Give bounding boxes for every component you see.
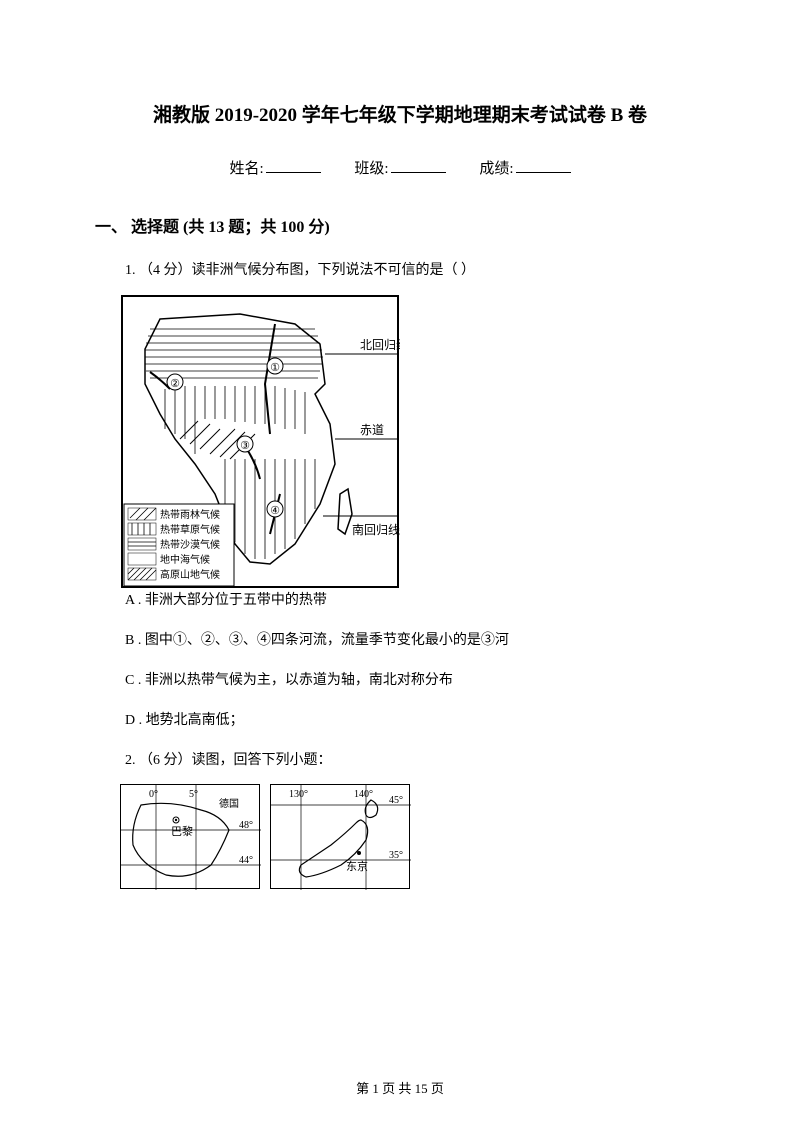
question-1: 1. （4 分）读非洲气候分布图，下列说法不可信的是（ ） [95, 259, 705, 889]
france-map: 0° 5° 48° 44° 巴黎 德国 [120, 784, 260, 889]
svg-text:③: ③ [240, 440, 250, 452]
svg-text:④: ④ [270, 505, 280, 517]
exam-title: 湘教版 2019-2020 学年七年级下学期地理期末考试试卷 B 卷 [95, 100, 705, 127]
svg-text:140°: 140° [354, 789, 373, 800]
svg-text:②: ② [170, 378, 180, 390]
svg-text:35°: 35° [389, 850, 403, 861]
class-label: 班级: [354, 161, 388, 177]
svg-text:德国: 德国 [219, 797, 239, 810]
svg-text:赤道: 赤道 [360, 423, 384, 437]
svg-text:热带沙漠气候: 热带沙漠气候 [160, 538, 220, 551]
page-footer: 第 1 页 共 15 页 [0, 1078, 800, 1097]
svg-text:北回归线: 北回归线 [360, 338, 400, 352]
q1-option-c: C . 非洲以热带气候为主，以赤道为轴，南北对称分布 [125, 669, 705, 689]
score-blank [516, 172, 571, 173]
section-header: 一、 选择题 (共 13 题；共 100 分) [95, 213, 705, 237]
svg-text:45°: 45° [389, 795, 403, 806]
score-label: 成绩: [479, 161, 513, 177]
name-label: 姓名: [229, 161, 263, 177]
japan-map: 130° 140° 45° 35° 东京 [270, 784, 410, 889]
student-info-line: 姓名: 班级: 成绩: [95, 157, 705, 178]
svg-text:高原山地气候: 高原山地气候 [160, 568, 220, 581]
svg-text:①: ① [270, 362, 280, 374]
name-blank [266, 172, 321, 173]
svg-text:热带雨林气候: 热带雨林气候 [160, 508, 220, 521]
svg-text:0°: 0° [149, 789, 158, 800]
svg-text:地中海气候: 地中海气候 [160, 553, 210, 566]
class-blank [391, 172, 446, 173]
small-maps-container: 0° 5° 48° 44° 巴黎 德国 130° 140° 45° 35° [120, 784, 705, 889]
svg-text:东京: 东京 [346, 859, 368, 873]
svg-text:热带草原气候: 热带草原气候 [160, 523, 220, 536]
q1-option-a: A . 非洲大部分位于五带中的热带 [125, 589, 705, 609]
svg-text:44°: 44° [239, 855, 253, 866]
q2-text: 2. （6 分）读图，回答下列小题： [125, 749, 705, 769]
svg-text:48°: 48° [239, 820, 253, 831]
q1-option-b: B . 图中①、②、③、④四条河流，流量季节变化最小的是③河 [125, 629, 705, 649]
q1-text: 1. （4 分）读非洲气候分布图，下列说法不可信的是（ ） [125, 259, 705, 279]
q1-option-d: D . 地势北高南低； [125, 709, 705, 729]
svg-text:巴黎: 巴黎 [171, 824, 193, 838]
svg-text:5°: 5° [189, 789, 198, 800]
svg-text:南回归线: 南回归线 [352, 522, 400, 537]
svg-text:130°: 130° [289, 789, 308, 800]
africa-climate-map: ① ② ③ ④ 北回归线 赤道 南回归线 [120, 294, 400, 589]
